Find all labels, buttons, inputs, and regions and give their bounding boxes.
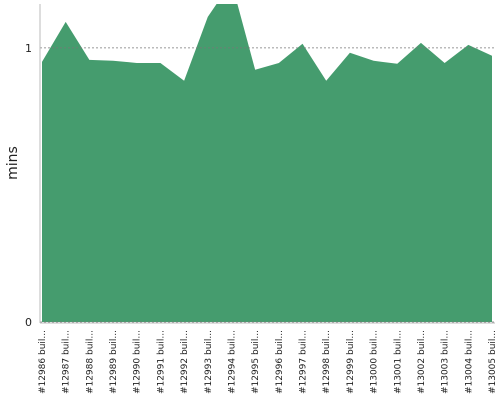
y-tick-label: 0 (25, 316, 32, 329)
x-tick-label: #13003 buil... (441, 330, 451, 394)
x-tick-label: #13005 buil... (488, 330, 498, 394)
x-tick-label: #12990 buil... (133, 330, 143, 394)
x-tick-label: #12995 buil... (251, 330, 261, 394)
x-tick-label: #13001 buil... (393, 330, 403, 394)
x-tick-label: #12993 buil... (204, 330, 214, 394)
x-tick-label: #12997 buil... (299, 330, 309, 394)
x-tick-label: #12988 buil... (85, 330, 95, 394)
x-tick-label: #12989 buil... (109, 330, 119, 394)
x-tick-label: #13002 buil... (417, 330, 427, 394)
x-tick-label: #12998 buil... (322, 330, 332, 394)
x-tick-label: #12992 buil... (180, 330, 190, 394)
x-tick-label: #12991 buil... (156, 330, 166, 394)
area (42, 4, 492, 322)
x-tick-label: #12986 buil... (38, 330, 48, 394)
x-tick-label: #12999 buil... (346, 330, 356, 394)
x-tick-label: #12987 buil... (62, 330, 72, 394)
x-tick-label: #13004 buil... (464, 330, 474, 394)
x-tick-label: #13000 buil... (370, 330, 380, 394)
x-tick-label: #12996 buil... (275, 330, 285, 394)
x-tick-label: #12994 buil... (227, 330, 237, 394)
y-tick-label: 1 (25, 42, 32, 55)
y-axis-label: mins (5, 146, 21, 180)
